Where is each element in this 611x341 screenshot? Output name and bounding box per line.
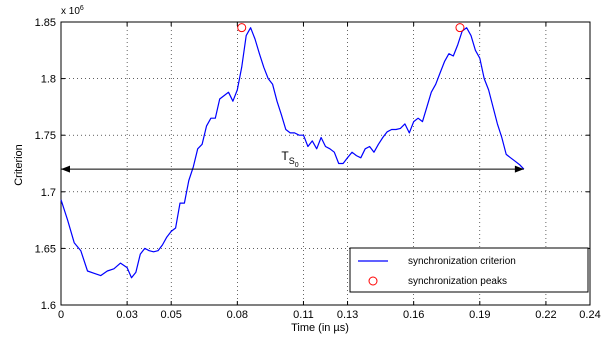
y-tick-label: 1.85	[35, 17, 56, 29]
data-series	[60, 23, 525, 279]
peak-marker	[237, 23, 247, 33]
x-tick-label: 0.05	[160, 309, 181, 321]
y-tick-label: 1.8	[41, 74, 56, 86]
period-label-subscript: S	[289, 156, 295, 166]
y-multiplier-base: x 10	[61, 6, 80, 17]
x-tick-label: 0.08	[227, 309, 248, 321]
x-tick-label: 0.22	[535, 309, 556, 321]
axes: 0 0.03 0.05 0.08 0.11 0.13 0.16 0.19 0.22 0.24 1.6…	[35, 17, 601, 321]
period-label-main: T	[281, 149, 289, 163]
period-label: TS0	[281, 149, 298, 169]
period-label-subsubscript: 0	[295, 162, 299, 169]
y-tick-label: 1.7	[41, 187, 56, 199]
period-arrowhead-right	[514, 165, 524, 173]
y-tick-label: 1.75	[35, 130, 56, 142]
x-tick-label: 0.13	[337, 309, 358, 321]
x-tick-label: 0.19	[469, 309, 490, 321]
y-tick-label: 1.65	[35, 243, 56, 255]
peak-marker	[455, 23, 465, 33]
x-tick-label: 0	[58, 309, 64, 321]
x-tick-label: 0.03	[116, 309, 137, 321]
plot-area-frame	[60, 21, 591, 306]
y-multiplier-exponent: 6	[80, 5, 84, 12]
y-axis-multiplier: x 106	[61, 5, 84, 17]
criterion-line	[60, 27, 525, 279]
x-tick-label: 0.16	[403, 309, 424, 321]
y-tick-label: 1.6	[41, 300, 56, 312]
x-tick-label: 0.24	[579, 309, 600, 321]
legend: synchronization criterion synchronizatio…	[349, 247, 589, 293]
y-axis-title: Criterion	[13, 144, 25, 186]
x-axis-title: Time (in µs)	[291, 322, 349, 334]
legend-label-criterion: synchronization criterion	[408, 256, 516, 267]
annotations: TS0	[61, 149, 524, 173]
x-tick-label: 0.11	[293, 309, 314, 321]
legend-marker-swatch	[368, 276, 378, 286]
legend-box	[349, 247, 589, 293]
period-arrowhead-left	[61, 165, 70, 173]
legend-label-peaks: synchronization peaks	[408, 276, 507, 287]
